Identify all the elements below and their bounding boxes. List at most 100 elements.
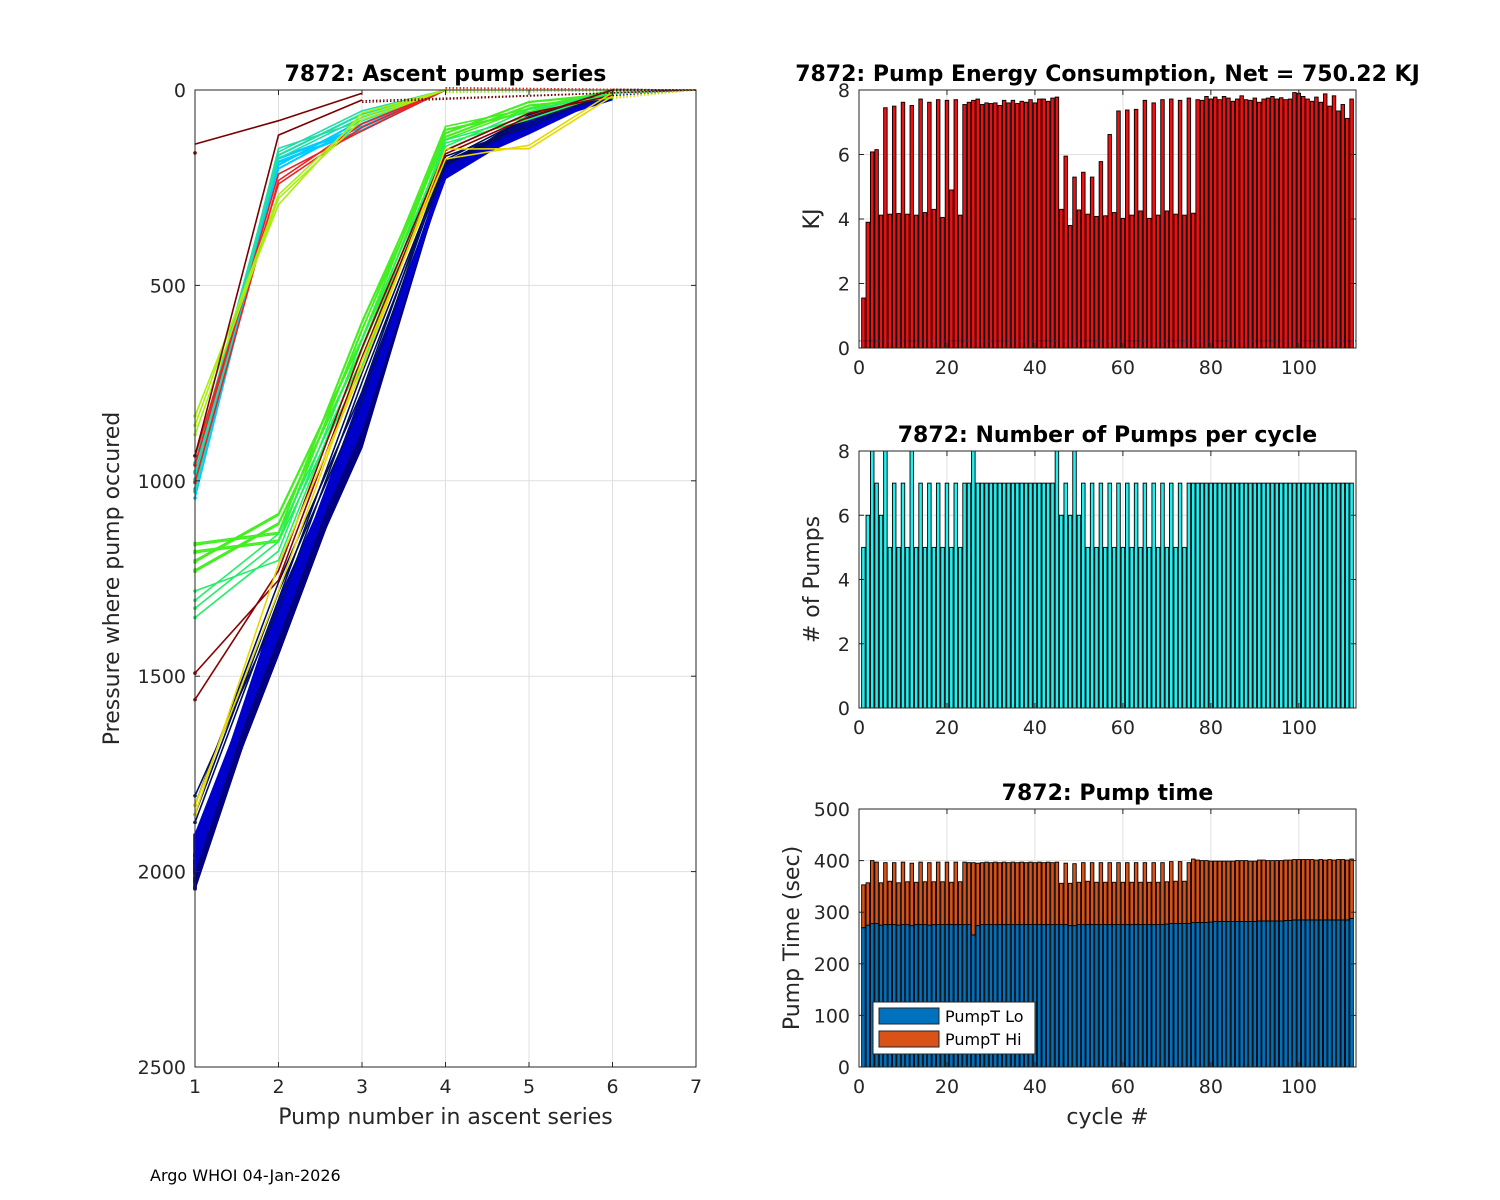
pumpt-lo-bar: [1318, 919, 1324, 1068]
ascent-profile-line: [194, 89, 613, 602]
energy-bar: [1261, 98, 1266, 349]
ascent-profile-line: [194, 94, 613, 619]
pumpt-lo-bar: [1186, 923, 1192, 1068]
legend-label-pumpt-hi: PumpT Hi: [945, 1030, 1022, 1049]
energy-bar: [1041, 98, 1046, 349]
pumpt-hi-bar: [1006, 862, 1011, 926]
x-tick-label: 20: [935, 357, 959, 379]
pumps-bar: [1204, 482, 1209, 709]
energy-bar: [1322, 93, 1328, 349]
y-tick-label: 0: [838, 698, 850, 720]
ascent-profile-line: [194, 89, 446, 417]
ascent-profile-line: [194, 89, 613, 843]
pumpt-hi-bar: [962, 861, 967, 926]
energy-bar: [1186, 97, 1192, 349]
x-tick-label: 1: [189, 1076, 201, 1098]
ascent-profile-line: [194, 89, 613, 848]
ascent-profile-line: [194, 89, 613, 865]
pumps-bar: [1239, 482, 1244, 709]
ascent-profile-line: [194, 89, 613, 797]
pumps-ticks: 0 20 40 60 80 100 0 2 4 6 8: [838, 441, 1356, 739]
y-tick-label: 2000: [138, 862, 186, 884]
pumpt-lo-bar: [1191, 922, 1196, 1068]
pumpt-hi-bar: [1257, 859, 1262, 922]
pumpt-hi-bar: [1116, 862, 1121, 926]
pumpt-lo-bar: [1195, 922, 1200, 1068]
y-tick-label: 500: [814, 799, 850, 821]
pumps-bar: [1072, 450, 1077, 709]
pumpt-lo-bar: [1116, 924, 1121, 1068]
ascent-profile-line: [194, 89, 613, 863]
pumps-bar: [905, 546, 910, 709]
energy-bar: [1340, 104, 1346, 349]
pumpt-hi-bar: [1270, 860, 1275, 922]
energy-bar: [957, 214, 963, 349]
ascent-profile-line: [194, 96, 613, 545]
energy-bar: [891, 105, 897, 349]
pumpt-hi-bar: [1322, 859, 1328, 921]
energy-bar: [927, 101, 932, 349]
pumpt-lo-bar: [1221, 921, 1227, 1068]
energy-bar: [1296, 92, 1302, 349]
x-tick-label: 80: [1199, 717, 1223, 739]
pumpt-lo-bar: [1292, 919, 1297, 1068]
ascent-profile-line: [194, 92, 613, 882]
energy-bar: [1279, 97, 1284, 349]
pumps-bar: [900, 482, 906, 709]
energy-bar: [1076, 209, 1082, 349]
pumpt-lo-bar: [1296, 919, 1302, 1068]
pumpt-lo-bar: [861, 927, 866, 1068]
pumps-bar: [957, 546, 963, 709]
pumps-bar: [1248, 482, 1253, 709]
pumpt-lo-bar: [1054, 924, 1060, 1068]
pumps-bar: [869, 450, 875, 709]
x-tick-label: 60: [1111, 357, 1135, 379]
energy-bar: [918, 98, 923, 349]
pumpt-lo-bar: [1301, 919, 1306, 1068]
ascent-profile-line: [194, 92, 613, 861]
pumpt-lo-bar: [1279, 920, 1284, 1068]
ascent-profile-line: [194, 89, 613, 592]
energy-bar: [1235, 98, 1240, 349]
energy-bar: [1195, 99, 1200, 349]
pumps-bar: [1257, 482, 1262, 709]
pumpt-hi-bar: [1279, 860, 1284, 922]
energy-bar: [1050, 97, 1055, 349]
pumps-bar: [874, 482, 879, 709]
pumpt-hi-bar: [988, 862, 994, 926]
pumpt-hi-bar: [913, 881, 919, 926]
pumpt-lo-bar: [1243, 921, 1249, 1068]
pumpt-hi-bar: [874, 861, 879, 925]
pumps-bar: [878, 514, 884, 709]
energy-y-axis-label: KJ: [800, 209, 825, 230]
ascent-profile-line: [194, 89, 613, 850]
pumpt-hi-bar: [1085, 880, 1090, 926]
pumpt-lo-bar: [1063, 924, 1068, 1068]
energy-bar: [887, 213, 893, 349]
pumps-bar: [1120, 546, 1126, 709]
y-tick-label: 300: [814, 902, 850, 924]
ascent-ticks: 1 2 3 4 5 6 7 0 500 1000 1500 2000 2500: [138, 80, 702, 1098]
pumps-bar: [1001, 482, 1007, 709]
y-tick-label: 6: [838, 505, 850, 527]
energy-bar: [874, 149, 879, 349]
pumps-bar: [1054, 450, 1060, 709]
x-tick-label: 0: [853, 1076, 865, 1098]
energy-bar: [953, 99, 958, 349]
pumps-bar: [1270, 482, 1275, 709]
pumps-bar: [1076, 514, 1082, 709]
pumps-bar: [1314, 482, 1319, 709]
energy-bar: [1336, 110, 1341, 349]
energy-bar: [1208, 98, 1214, 349]
pumps-bar: [1111, 546, 1117, 709]
pumpt-hi-bar: [1054, 861, 1060, 926]
x-tick-label: 3: [356, 1076, 368, 1098]
pumpt-lo-bar: [1283, 920, 1288, 1068]
pumpt-lo-bar: [1182, 923, 1187, 1068]
energy-bar: [1151, 102, 1156, 349]
energy-bar: [1182, 214, 1187, 349]
energy-ticks: 0 20 40 60 80 100 0 2 4 6 8: [838, 80, 1356, 379]
pumps-bar: [1028, 482, 1033, 709]
pumps-bar: [1155, 546, 1161, 709]
pumpt-hi-bar: [1120, 881, 1126, 926]
